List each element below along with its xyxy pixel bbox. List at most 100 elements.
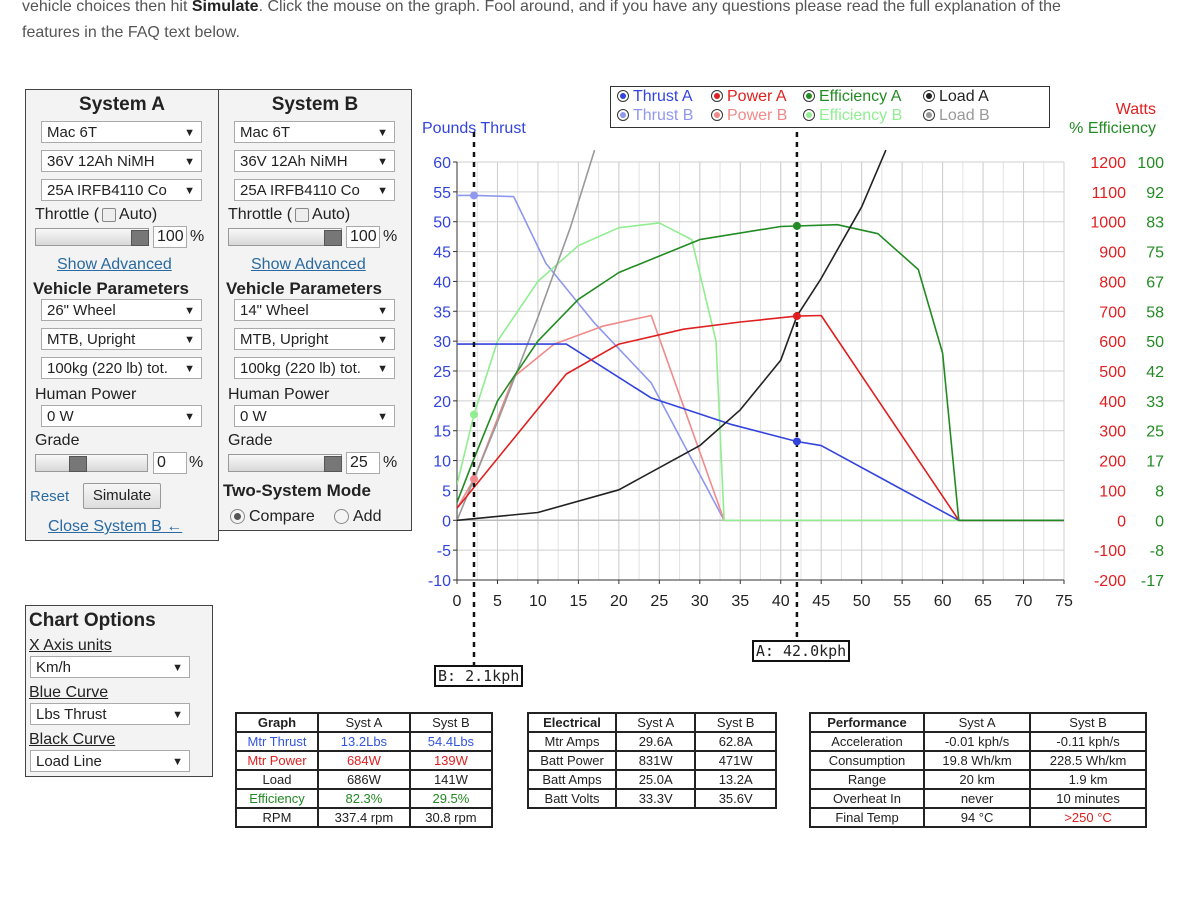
system-a-auto-checkbox[interactable] — [102, 207, 117, 222]
cell-a: 29.6A — [614, 731, 697, 752]
cursor-dot-efficiency-b — [469, 410, 478, 419]
slider-knob[interactable] — [69, 456, 87, 472]
system-a-title: System A — [79, 94, 165, 115]
system-b-mass-select[interactable]: 100kg (220 lb) tot. ▼ — [234, 357, 395, 379]
slider-knob[interactable] — [324, 230, 342, 246]
system-a-show-advanced-link[interactable]: Show Advanced — [57, 256, 172, 273]
x-axis-units-select[interactable]: Km/h ▼ — [30, 656, 190, 678]
intro-text: vehicle choices then hit Simulate. Click… — [22, 0, 1172, 46]
system-b-posture-select[interactable]: MTB, Upright ▼ — [234, 328, 395, 350]
system-a-grade-slider[interactable] — [35, 454, 148, 472]
blue-curve-select[interactable]: Lbs Thrust ▼ — [30, 703, 190, 725]
watts-tick-label: 300 — [1099, 424, 1126, 441]
system-a-posture-select[interactable]: MTB, Upright ▼ — [41, 328, 202, 350]
add-radio-option[interactable]: Add — [334, 508, 381, 526]
system-a-battery-select[interactable]: 36V 12Ah NiMH ▼ — [41, 150, 202, 172]
compare-radio[interactable] — [230, 509, 245, 525]
legend-efficiency-a[interactable]: Efficiency A — [803, 88, 901, 106]
black-curve-select[interactable]: Load Line ▼ — [30, 750, 190, 772]
cell-b: 13.2A — [694, 769, 777, 790]
system-b-battery-select[interactable]: 36V 12Ah NiMH ▼ — [234, 150, 395, 172]
cell-b: 62.8A — [694, 731, 777, 752]
legend-load-a[interactable]: Load A — [923, 88, 989, 106]
table-header: Performance — [809, 712, 925, 733]
table-header: Graph — [235, 712, 319, 733]
slider-knob[interactable] — [324, 456, 342, 472]
system-b-throttle-slider[interactable] — [228, 228, 342, 246]
simulate-button[interactable]: Simulate — [83, 483, 161, 509]
system-b-grade-slider[interactable] — [228, 454, 342, 472]
cell-a: 33.3V — [614, 788, 697, 809]
cursor-a-label: A: 42.0kph — [751, 640, 851, 662]
system-a-human-power-select[interactable]: 0 W ▼ — [41, 405, 202, 427]
legend-thrust-b[interactable]: Thrust B — [617, 107, 693, 125]
reset-link[interactable]: Reset — [30, 488, 70, 505]
x-tick-label: 65 — [974, 593, 992, 610]
system-b-show-advanced-link[interactable]: Show Advanced — [251, 256, 366, 273]
legend-efficiency-b[interactable]: Efficiency B — [803, 107, 902, 125]
legend-thrust-a[interactable]: Thrust A — [617, 88, 693, 106]
system-a-controller-select[interactable]: 25A IRFB4110 Co ▼ — [41, 179, 202, 201]
dropdown-arrow-icon: ▼ — [184, 363, 195, 375]
series-efficiency-a — [457, 223, 1064, 522]
watts-tick-label: 100 — [1099, 483, 1126, 500]
x-tick-label: 45 — [812, 593, 830, 610]
system-b-motor-select[interactable]: Mac 6T ▼ — [234, 121, 395, 143]
table-header: Syst A — [317, 712, 411, 733]
system-a-motor-select[interactable]: Mac 6T ▼ — [41, 121, 202, 143]
system-b-auto-checkbox[interactable] — [295, 207, 310, 222]
watts-tick-label: 1100 — [1092, 185, 1127, 202]
system-b-controller-select[interactable]: 25A IRFB4110 Co ▼ — [234, 179, 395, 201]
legend-load-b[interactable]: Load B — [923, 107, 990, 125]
two-system-mode-heading: Two-System Mode — [223, 481, 371, 500]
cursor-dot-power-a — [792, 312, 801, 321]
dropdown-arrow-icon: ▼ — [377, 411, 388, 423]
system-a-wheel-select[interactable]: 26" Wheel ▼ — [41, 299, 202, 321]
percent-sign: % — [383, 228, 398, 245]
percent-sign: % — [189, 454, 204, 471]
watts-tick-label: 1000 — [1090, 215, 1126, 232]
slider-knob[interactable] — [131, 230, 149, 246]
dropdown-arrow-icon: ▼ — [172, 756, 183, 768]
system-a-mass-select[interactable]: 100kg (220 lb) tot. ▼ — [41, 357, 202, 379]
legend-power-a[interactable]: Power A — [711, 88, 787, 106]
row-label: Mtr Amps — [527, 731, 617, 752]
series-power-a — [457, 314, 1064, 522]
system-b-throttle-label: Throttle (Auto) — [228, 206, 351, 223]
cell-a: 25.0A — [614, 769, 697, 790]
table-row: Load 686W 141W — [235, 769, 494, 790]
intro-simulate-word: Simulate — [191, 0, 259, 15]
table-row: Mtr Thrust 13.2Lbs 54.4Lbs — [235, 731, 494, 752]
table-row: Final Temp 94 °C >250 °C — [809, 807, 1147, 828]
legend-power-b[interactable]: Power B — [711, 107, 787, 125]
add-radio[interactable] — [334, 509, 349, 525]
system-b-wheel-select[interactable]: 14" Wheel ▼ — [234, 299, 395, 321]
system-a-grade-label: Grade — [35, 432, 80, 449]
row-label: Mtr Thrust — [235, 731, 319, 752]
close-system-b-link[interactable]: Close System B ← — [48, 518, 183, 535]
series-load-b — [457, 149, 596, 521]
row-label: Batt Amps — [527, 769, 617, 790]
efficiency-tick-label: 42 — [1146, 364, 1164, 381]
compare-radio-option[interactable]: Compare — [230, 508, 315, 526]
cell-a: 337.4 rpm — [317, 807, 411, 828]
cursor-b-label: B: 2.1kph — [433, 665, 524, 687]
cell-b: 228.5 Wh/km — [1029, 750, 1147, 771]
percent-sign: % — [190, 228, 205, 245]
system-a-throttle-input[interactable]: 100 — [153, 226, 187, 248]
percent-sign: % — [383, 454, 398, 471]
x-axis-units-label: X Axis units — [29, 637, 112, 654]
system-a-grade-input[interactable]: 0 — [153, 452, 187, 474]
dropdown-arrow-icon: ▼ — [377, 156, 388, 168]
cell-a: -0.01 kph/s — [922, 731, 1032, 752]
system-b-human-power-select[interactable]: 0 W ▼ — [234, 405, 395, 427]
system-a-throttle-slider[interactable] — [35, 228, 149, 246]
system-b-throttle-input[interactable]: 100 — [346, 226, 380, 248]
dropdown-arrow-icon: ▼ — [377, 127, 388, 139]
system-b-grade-input[interactable]: 25 — [346, 452, 380, 474]
table-row: Batt Volts 33.3V 35.6V — [527, 788, 777, 809]
cell-b: 10 minutes — [1029, 788, 1147, 809]
table-row: Batt Power 831W 471W — [527, 750, 777, 771]
system-b-grade-label: Grade — [228, 432, 273, 449]
